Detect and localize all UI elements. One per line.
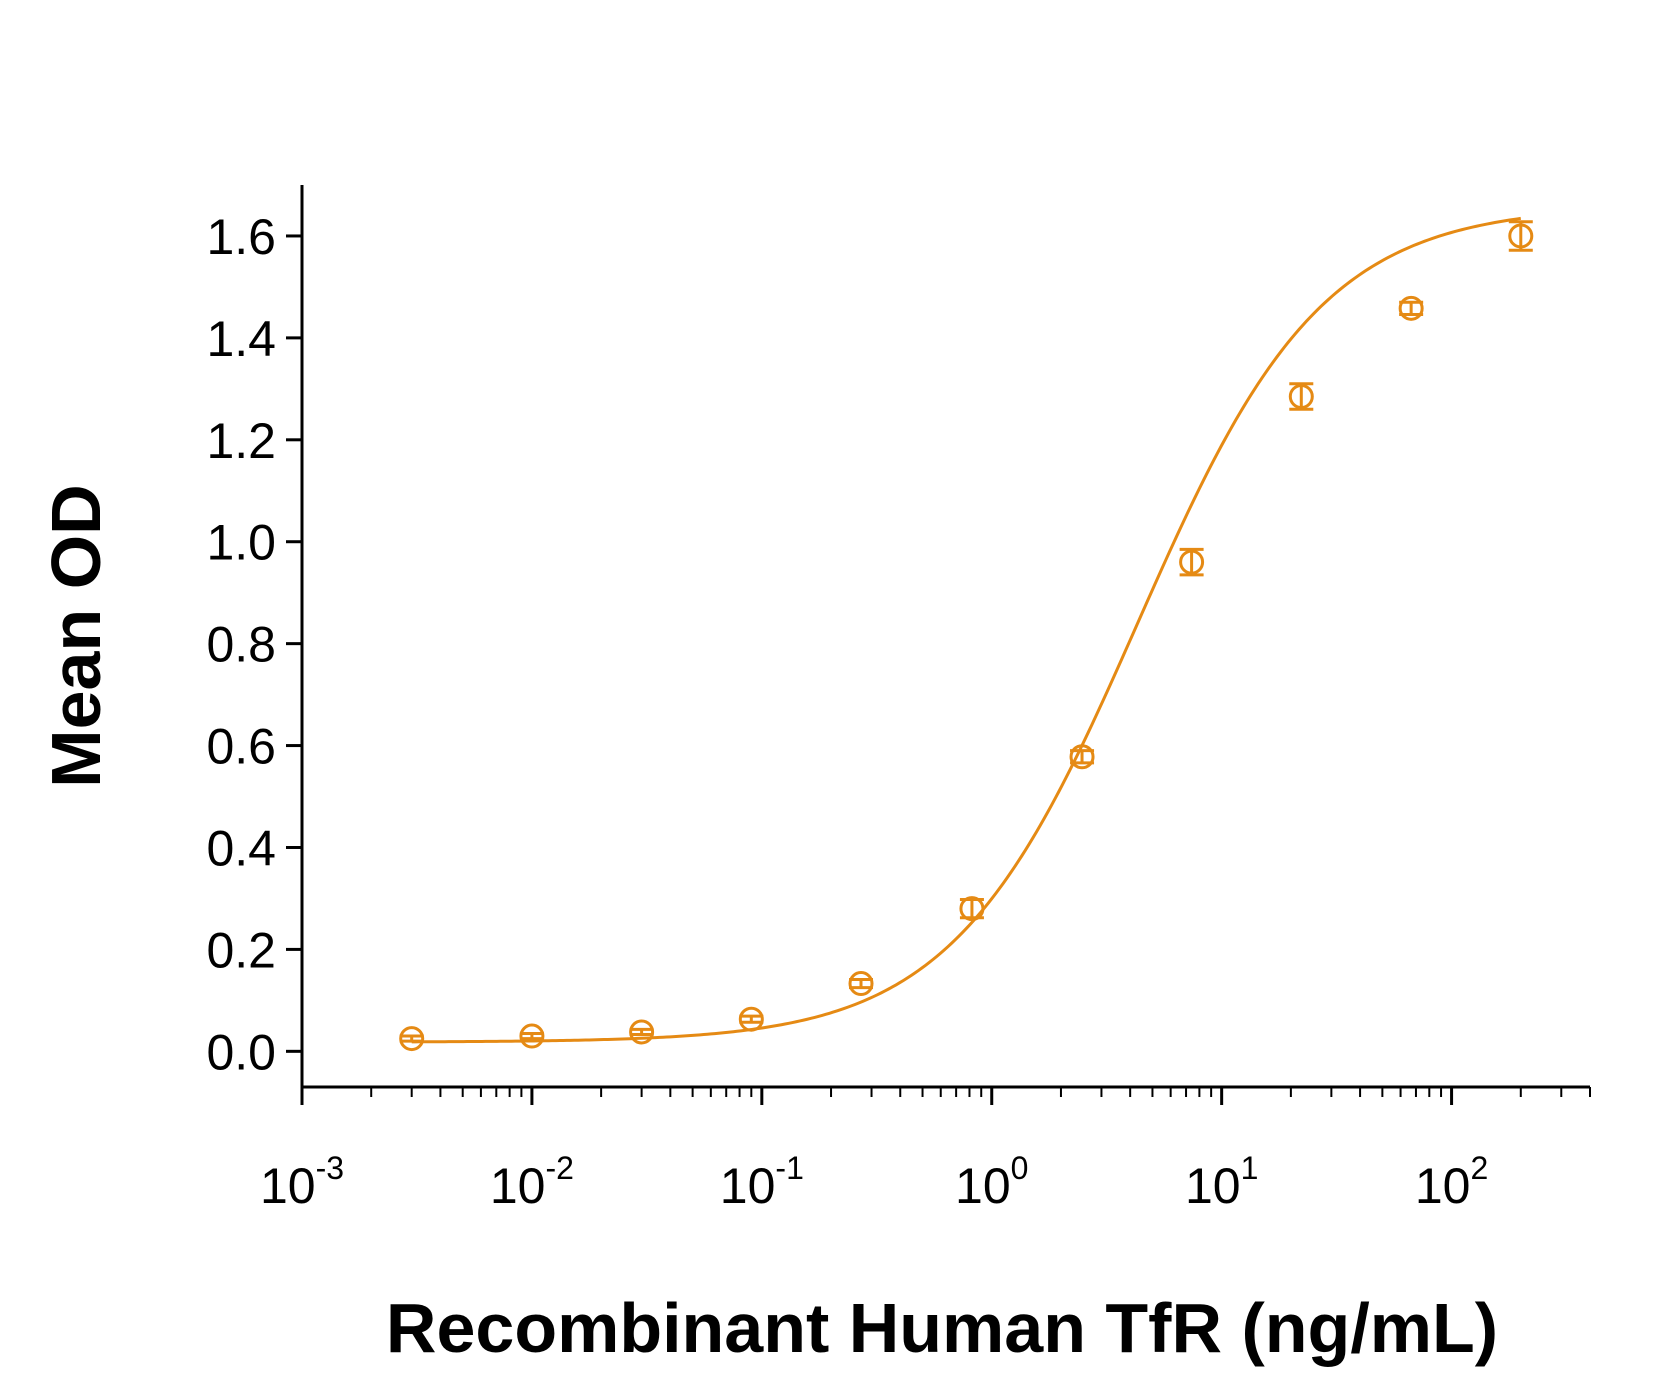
x-tick-label: 101 (1185, 1150, 1258, 1214)
x-tick-label: 10-3 (260, 1150, 344, 1214)
data-marker (1288, 383, 1314, 409)
data-marker (848, 971, 874, 997)
fit-curve (411, 216, 1521, 1044)
y-tick-label: 1.4 (206, 311, 276, 367)
x-tick-label: 102 (1415, 1150, 1488, 1214)
y-tick-label: 1.0 (206, 515, 276, 571)
data-point (519, 1023, 545, 1049)
data-marker (1179, 549, 1205, 575)
data-point (959, 896, 985, 922)
data-point (848, 971, 874, 997)
axes: 0.0 0.2 0.4 0.6 0.8 1.0 1.2 1.4 1.6 10-3 10-2 10-1 1… (206, 185, 1591, 1214)
y-tick-label: 0.4 (206, 820, 276, 876)
x-axis-title: Recombinant Human TfR (ng/mL) (386, 1289, 1498, 1367)
data-marker (1508, 223, 1534, 249)
y-tick-label: 1.2 (206, 413, 276, 469)
data-marker (1398, 295, 1424, 321)
y-tick-label: 0.0 (206, 1024, 276, 1080)
data-point (629, 1019, 655, 1045)
y-tick-label: 0.6 (206, 719, 276, 775)
data-point (1069, 744, 1095, 770)
x-tick-label: 10-1 (720, 1150, 804, 1214)
x-tick-label: 10-2 (490, 1150, 574, 1214)
data-point (738, 1006, 764, 1032)
data-marker (1069, 744, 1095, 770)
data-point (399, 1026, 425, 1052)
y-axis-title: Mean OD (37, 484, 115, 787)
x-tick-label: 100 (955, 1150, 1028, 1214)
fit-curve-layer (411, 216, 1521, 1044)
data-marker (399, 1026, 425, 1052)
y-tick-label: 0.8 (206, 617, 276, 673)
data-marker (738, 1006, 764, 1032)
y-tick-label: 1.6 (206, 209, 276, 265)
data-point (1398, 295, 1424, 321)
data-points-layer (399, 220, 1534, 1052)
data-marker (629, 1019, 655, 1045)
data-point (1288, 382, 1314, 411)
data-marker (519, 1023, 545, 1049)
data-marker (959, 896, 985, 922)
data-point (1508, 220, 1534, 252)
data-point (1179, 547, 1205, 577)
y-tick-label: 0.2 (206, 922, 276, 978)
